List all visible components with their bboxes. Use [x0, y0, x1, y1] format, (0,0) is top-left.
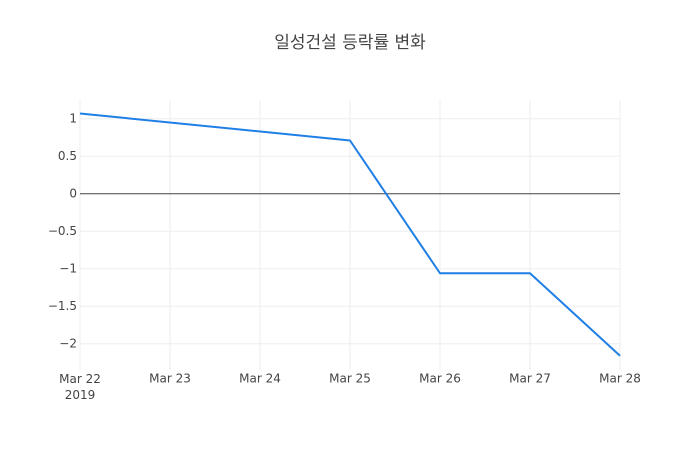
- y-tick-label: 1: [69, 111, 77, 125]
- x-tick-label-line: 2019: [65, 388, 96, 402]
- y-tick-label: −0.5: [48, 224, 77, 238]
- y-tick-label: −1.5: [48, 299, 77, 313]
- x-tick-label: Mar 28: [599, 372, 641, 386]
- line: [79, 112, 621, 357]
- x-tick-label-line: Mar 22: [59, 372, 101, 386]
- y-tick-label: 0.5: [58, 149, 77, 163]
- x-tick-label: Mar 22 2019: [59, 372, 101, 402]
- y-tick-label: 0: [69, 186, 77, 200]
- x-tick-label: Mar 26: [419, 372, 461, 386]
- y-tick-label: −1: [59, 261, 77, 275]
- chart-title: 일성건설 등락률 변화: [274, 33, 426, 53]
- y-tick-label: −2: [59, 336, 77, 350]
- x-tick-label: Mar 25: [329, 372, 371, 386]
- x-tick-label: Mar 27: [509, 372, 551, 386]
- x-tick-label: Mar 23: [149, 372, 191, 386]
- x-tick-label: Mar 24: [239, 372, 281, 386]
